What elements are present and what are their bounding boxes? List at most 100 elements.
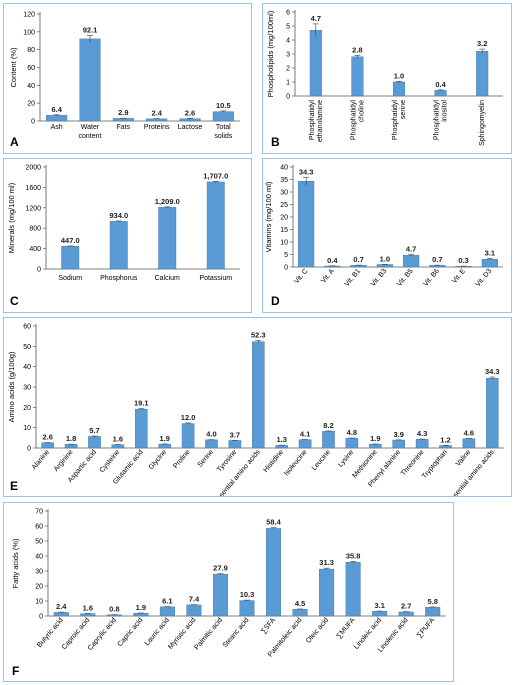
data-label-d-vit-b6: 0.7 (432, 255, 442, 264)
ytick-label-f-60: 60 (35, 524, 43, 531)
bar-f-sfa (266, 528, 282, 617)
bar-f-linoleic-acid (372, 611, 388, 617)
ytick-label-f-30: 30 (35, 569, 43, 576)
data-label-e-serine: 4.0 (206, 430, 216, 439)
category-label-e-alanine: Alanine (31, 449, 51, 471)
bar-f-stearic-acid (239, 600, 255, 617)
category-line-a-water-content-1: content (79, 133, 102, 140)
bar-e-arginine (64, 444, 78, 449)
category-label-e-glycine: Glycine (148, 449, 168, 471)
data-label-e-leucine: 8.2 (323, 421, 333, 430)
bar-e-alanine (41, 442, 54, 449)
data-label-e-isoleucine: 4.1 (300, 429, 310, 438)
bar-f-caprylic-acid (106, 614, 122, 617)
category-label-e-valine: Valine (455, 449, 473, 468)
bar-a-total-solids (212, 111, 234, 122)
data-label-f-palmitoleic-acid: 4.5 (295, 599, 305, 608)
category-line-b-phosphatidyl-choline-0: Phosphatidyl (350, 100, 357, 141)
category-label-e-histidine: Histidine (263, 449, 286, 474)
data-label-f-linolenic-acid: 2.7 (401, 602, 411, 611)
category-line-c-phosphorus-0: Phosphorus (100, 275, 138, 282)
y-axis-title-a: Content (%) (9, 47, 18, 88)
ytick-label-e-0: 0 (27, 446, 31, 453)
category-label-f-oleic-acid: Oleic acid (305, 617, 330, 645)
category-label-c-calcium: Calcium (155, 275, 180, 282)
category-line-a-total-solids-1: solids (214, 133, 232, 140)
category-line-b-phosphatidyl-ethanolamine-1: ethanolamine (317, 100, 324, 142)
ytick-label-f-0: 0 (39, 614, 43, 621)
ytick-label-b-6: 6 (286, 10, 290, 17)
ytick-label-d-25: 25 (280, 202, 288, 209)
bar-a-ash (46, 115, 68, 122)
data-label-c-phosphorus: 934.0 (109, 211, 128, 220)
data-label-e-valine: 4.6 (464, 428, 474, 437)
bar-f-myristic-acid (186, 604, 202, 617)
data-label-e-methionine: 1.9 (370, 434, 380, 443)
panel-letter-b: B (271, 135, 280, 149)
data-label-f-linoleic-acid: 3.1 (374, 601, 384, 610)
data-label-e-essential-amino-acids: 34.3 (485, 367, 500, 376)
bar-d-vit-b3 (376, 264, 393, 268)
category-label-a-proteins: Proteins (144, 124, 170, 131)
bar-b-sphingomyelin (476, 51, 489, 97)
data-label-e-arginine: 1.8 (66, 434, 76, 443)
ytick-label-a-120: 120 (23, 12, 35, 19)
bar-f-linolenic-acid (398, 611, 414, 617)
bar-f-capric-acid (133, 612, 149, 617)
bar-e-essential-amino-acids (486, 378, 499, 449)
data-label-f-mufa: 35.8 (346, 551, 361, 560)
data-label-f-sfa: 58.4 (266, 518, 281, 527)
bar-a-proteins (146, 118, 168, 122)
y-axis-title-f: Fatty acids (%) (11, 538, 20, 589)
ytick-label-b-3: 3 (286, 52, 290, 59)
ytick-label-d-40: 40 (280, 165, 288, 172)
category-label-f-palmitic-acid: Palmitic acid (193, 617, 224, 652)
category-line-a-total-solids-0: Total (216, 124, 231, 131)
bar-f-lauric-acid (159, 606, 175, 617)
ytick-label-c-400: 400 (29, 246, 41, 253)
category-label-e-isoleucine: Isoleucine (283, 449, 309, 478)
data-label-a-proteins: 2.4 (151, 109, 162, 118)
category-line-a-water-content-0: Water (81, 124, 100, 131)
category-label-e-threonine: Threonine (400, 449, 426, 478)
bar-c-calcium (158, 207, 177, 270)
ytick-label-d-35: 35 (280, 177, 288, 184)
bar-a-lactose (179, 118, 201, 122)
data-label-a-water-content: 92.1 (83, 25, 98, 34)
category-line-c-potassium-0: Potassium (199, 275, 232, 282)
bar-e-proline (181, 423, 195, 449)
category-label-d-vit-d3: Vit. D3 (475, 268, 494, 289)
bar-f-mufa (345, 562, 361, 617)
data-label-f-myristic-acid: 7.4 (189, 595, 200, 604)
bar-e-valine (462, 438, 476, 449)
data-label-e-glycine: 1.9 (159, 434, 169, 443)
y-axis-title-d: Vitamins (mg/100 ml) (264, 181, 273, 252)
bar-f-palmitic-acid (212, 573, 228, 617)
data-label-f-pufa: 5.8 (428, 597, 438, 606)
panel-letter-a: A (10, 135, 19, 149)
y-axis-title-c: Minerals (mg/100 ml) (7, 182, 16, 253)
bar-e-glutamic-acid (135, 408, 148, 449)
data-label-d-vit-c: 34.3 (299, 167, 314, 176)
panel-letter-d: D (271, 294, 280, 308)
ytick-label-e-60: 60 (23, 324, 31, 331)
bar-e-aspartic-acid (88, 436, 101, 449)
category-label-d-vit-b1: Vit. B1 (344, 268, 363, 288)
data-label-e-proline: 12.0 (181, 413, 196, 422)
bar-e-cysteine (111, 444, 125, 449)
bar-f-pufa (425, 607, 441, 617)
data-label-d-vit-b3: 1.0 (380, 254, 390, 263)
ytick-label-c-1600: 1600 (25, 185, 41, 192)
data-label-e-phenyl-alanine: 3.9 (393, 430, 403, 439)
category-label-a-total-solids: Total solids (214, 124, 232, 140)
data-label-e-lysine: 4.8 (347, 428, 357, 437)
ytick-label-e-30: 30 (23, 385, 31, 392)
category-line-a-fats-0: Fats (117, 124, 131, 131)
ytick-label-e-10: 10 (23, 425, 31, 432)
data-label-e-glutamic-acid: 19.1 (134, 399, 149, 408)
data-label-e-tyrosine: 3.7 (230, 430, 240, 439)
bar-d-vit-b1 (350, 265, 367, 268)
bar-e-serine (205, 439, 218, 449)
bar-e-phenyl-alanine (392, 439, 405, 449)
ytick-label-b-4: 4 (286, 38, 290, 45)
